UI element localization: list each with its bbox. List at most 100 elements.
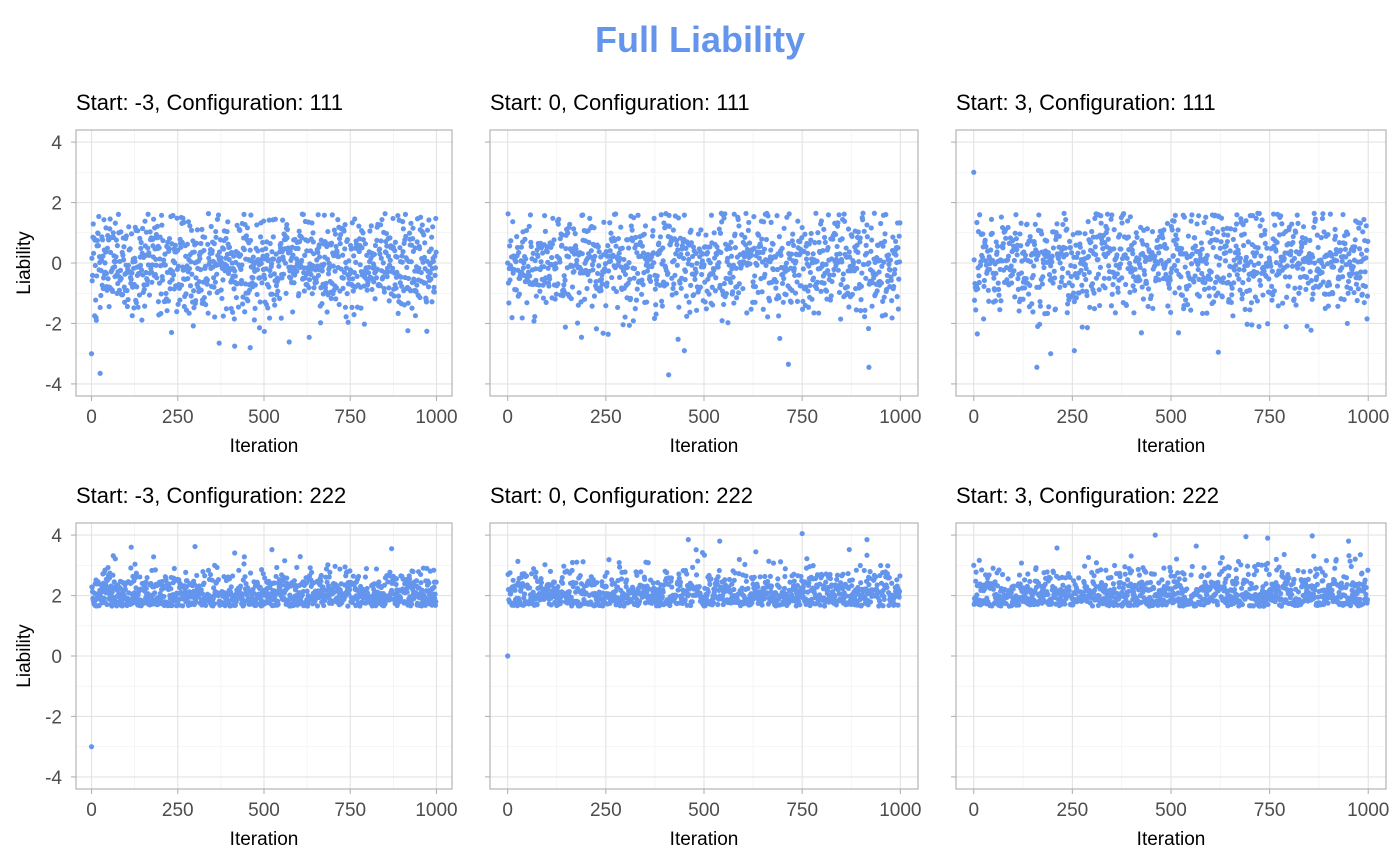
data-point (752, 284, 759, 290)
data-point (1156, 277, 1162, 283)
data-point (239, 262, 245, 268)
data-point (1290, 233, 1296, 240)
data-point (742, 561, 748, 568)
data-point (283, 290, 289, 296)
data-point (631, 215, 637, 221)
data-point (143, 579, 149, 585)
data-point (1137, 277, 1143, 283)
data-point (560, 580, 566, 586)
data-point (836, 289, 843, 296)
data-point (533, 277, 539, 283)
data-point (324, 309, 330, 315)
data-point (184, 241, 191, 247)
data-point (711, 267, 717, 273)
data-point (887, 257, 894, 263)
data-point (763, 236, 770, 243)
data-point (1097, 264, 1103, 271)
data-point (1234, 272, 1240, 278)
data-point (404, 264, 410, 271)
data-point (1184, 302, 1191, 308)
data-point (378, 255, 384, 261)
data-point (1088, 239, 1094, 245)
data-point (1059, 265, 1066, 272)
data-point (267, 268, 273, 274)
data-point (855, 229, 861, 235)
data-point (616, 274, 623, 280)
data-point (652, 286, 658, 292)
data-point (1280, 300, 1286, 306)
data-point (1364, 247, 1370, 253)
data-point (1214, 229, 1221, 235)
data-point (510, 577, 516, 583)
data-point (653, 302, 659, 308)
data-point (1119, 220, 1125, 226)
data-point (414, 282, 420, 288)
data-point (716, 226, 722, 232)
data-point (321, 261, 327, 267)
data-point (1216, 262, 1222, 268)
data-point (114, 603, 120, 609)
data-point (330, 263, 336, 269)
data-point (424, 227, 431, 233)
data-point (559, 232, 565, 238)
data-point (735, 216, 741, 223)
data-point (386, 298, 392, 304)
data-point (432, 265, 439, 271)
data-point (1358, 269, 1364, 275)
data-point (726, 576, 733, 583)
data-point (290, 252, 296, 258)
data-point (604, 570, 610, 576)
data-point (730, 289, 736, 295)
data-point (1229, 292, 1235, 298)
data-point (1155, 271, 1161, 277)
data-point (751, 574, 757, 580)
data-point (232, 343, 238, 349)
data-point (861, 228, 867, 234)
data-point (814, 285, 820, 292)
data-point (189, 271, 195, 277)
data-point (743, 251, 750, 257)
data-point (1003, 235, 1009, 241)
data-point (540, 295, 547, 301)
data-point (265, 305, 271, 311)
data-point (1064, 226, 1070, 232)
data-point (159, 222, 165, 228)
data-point (1111, 246, 1117, 252)
data-point (324, 256, 331, 262)
data-point (762, 573, 768, 580)
data-point (1269, 297, 1275, 303)
x-tick-label: 750 (786, 407, 818, 428)
data-point (538, 259, 544, 265)
data-point (237, 583, 244, 589)
data-point (1273, 260, 1279, 266)
data-point (238, 266, 244, 273)
data-point (432, 272, 438, 278)
data-point (582, 296, 588, 302)
data-point (869, 237, 875, 243)
data-point (393, 576, 400, 582)
data-point (649, 233, 656, 239)
data-point (613, 288, 620, 295)
data-point (549, 254, 555, 261)
data-point (114, 243, 120, 249)
data-point (808, 230, 814, 237)
data-point (367, 228, 373, 234)
data-point (89, 255, 95, 261)
data-point (869, 303, 875, 309)
data-point (1341, 296, 1347, 303)
data-point (220, 313, 226, 319)
data-point (849, 233, 855, 240)
data-point (707, 260, 713, 266)
data-point (1037, 303, 1044, 309)
data-point (316, 254, 323, 260)
data-point (638, 569, 644, 575)
data-point (190, 323, 196, 329)
data-point (814, 279, 821, 285)
data-point (356, 223, 362, 229)
data-point (333, 243, 339, 250)
data-point (392, 248, 398, 254)
data-point (1295, 265, 1301, 271)
data-point (198, 587, 204, 593)
